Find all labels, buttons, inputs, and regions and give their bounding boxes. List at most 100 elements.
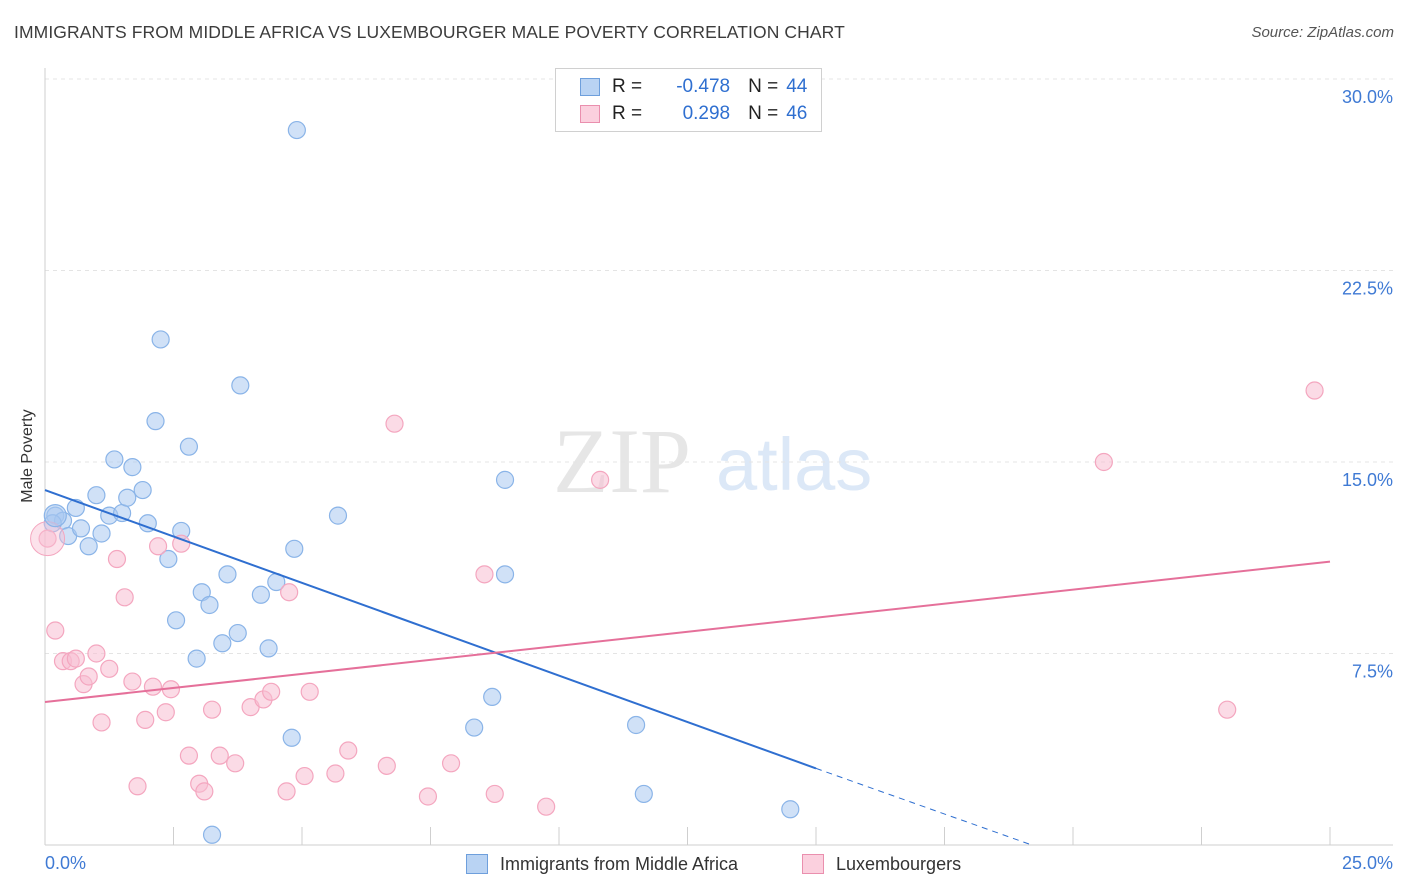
point-luxembourger — [195, 782, 214, 801]
point-luxembourger — [1305, 381, 1324, 400]
watermark-atlas: atlas — [716, 423, 872, 506]
legend-swatch-pink — [580, 105, 600, 123]
series-legend-middle-africa: Immigrants from Middle Africa — [466, 852, 738, 876]
point-luxembourger — [377, 756, 396, 775]
point-luxembourger — [38, 529, 57, 548]
point-middle-africa — [626, 715, 646, 735]
y-tick-label: 15.0% — [1342, 470, 1393, 490]
series-name: Immigrants from Middle Africa — [500, 853, 739, 874]
point-middle-africa — [123, 458, 142, 477]
point-luxembourger — [172, 534, 191, 553]
point-middle-africa — [92, 524, 111, 543]
point-luxembourger — [156, 703, 175, 722]
point-middle-africa — [495, 565, 515, 584]
grid-lines — [45, 78, 1393, 654]
point-middle-africa — [231, 376, 250, 395]
point-luxembourger — [87, 644, 106, 663]
legend-r-value: 0.298 — [682, 103, 731, 124]
point-luxembourger — [280, 583, 299, 602]
point-middle-africa — [287, 120, 306, 140]
point-luxembourger — [128, 777, 147, 796]
point-middle-africa — [285, 539, 304, 558]
series-name: Luxembourgers — [836, 853, 962, 874]
point-luxembourger — [30, 521, 66, 557]
point-middle-africa — [634, 784, 653, 804]
point-luxembourger — [591, 470, 610, 489]
chart-title: IMMIGRANTS FROM MIDDLE AFRICA VS LUXEMBO… — [14, 22, 845, 42]
point-middle-africa — [133, 480, 152, 500]
point-luxembourger — [123, 672, 142, 691]
watermark-zip: ZIP — [553, 410, 691, 512]
point-luxembourger — [92, 713, 111, 732]
stats-legend: R = -0.478 N = 44 R = 0.298 N = 46 — [555, 68, 822, 132]
point-middle-africa — [146, 412, 165, 431]
point-luxembourger — [418, 787, 438, 806]
point-middle-africa — [483, 687, 502, 707]
point-luxembourger — [115, 588, 134, 607]
point-middle-africa — [187, 649, 206, 668]
legend-n-value: 46 — [786, 103, 808, 124]
point-luxembourger — [485, 784, 504, 804]
point-middle-africa — [328, 506, 348, 525]
point-middle-africa — [43, 504, 67, 528]
point-middle-africa — [159, 549, 178, 569]
point-middle-africa — [495, 470, 515, 489]
legend-n-label: N = — [748, 103, 779, 124]
legend-r-label: R = — [612, 103, 643, 124]
legend-n-label: N = — [748, 76, 779, 97]
point-luxembourger — [262, 682, 281, 701]
y-tick-label: 30.0% — [1342, 87, 1393, 107]
point-luxembourger — [475, 565, 494, 584]
point-luxembourger — [385, 414, 404, 433]
point-luxembourger — [210, 746, 229, 765]
point-middle-africa — [259, 639, 278, 658]
point-middle-africa — [228, 623, 247, 643]
legend-row-luxembourgers: R = 0.298 N = 46 — [580, 103, 807, 125]
legend-r-label: R = — [612, 76, 643, 97]
point-luxembourger — [66, 649, 85, 668]
point-luxembourger — [202, 700, 222, 719]
series-swatch-pink — [802, 854, 824, 874]
point-middle-africa — [200, 595, 219, 615]
point-middle-africa — [87, 486, 106, 505]
point-luxembourger — [300, 682, 319, 701]
point-middle-africa — [781, 800, 800, 819]
point-luxembourger — [339, 741, 358, 760]
point-luxembourger — [46, 621, 65, 640]
point-luxembourger — [441, 754, 461, 773]
watermark: ZIP atlas — [553, 410, 872, 512]
source-credit: Source: ZipAtlas.com — [1251, 24, 1394, 41]
point-luxembourger — [1094, 452, 1113, 472]
trend-lines — [44, 489, 1331, 846]
y-tick-label: 22.5% — [1342, 279, 1393, 299]
legend-r-value: -0.478 — [676, 76, 731, 97]
x-tick-label: 0.0% — [45, 853, 86, 873]
point-luxembourger — [136, 710, 155, 729]
point-middle-africa — [105, 450, 124, 469]
point-luxembourger — [79, 667, 98, 686]
trend-extension-middle-africa — [815, 767, 1033, 846]
trend-line-luxembourgers — [44, 560, 1331, 704]
point-luxembourger — [537, 797, 556, 816]
point-luxembourger — [143, 677, 163, 696]
point-middle-africa — [118, 488, 137, 507]
point-middle-africa — [166, 611, 186, 630]
legend-swatch-blue — [580, 78, 600, 96]
point-luxembourger — [277, 782, 296, 801]
y-tick-labels: 7.5% 15.0% 22.5% 30.0% — [1342, 87, 1393, 682]
point-middle-africa — [79, 537, 98, 556]
axes — [44, 68, 1393, 846]
x-tick-label: 25.0% — [1342, 853, 1393, 873]
point-luxembourger — [1218, 700, 1237, 719]
point-middle-africa — [282, 728, 301, 747]
legend-n-value: 44 — [786, 76, 808, 97]
point-middle-africa — [179, 437, 199, 456]
point-middle-africa — [213, 634, 232, 653]
point-luxembourger — [295, 766, 314, 786]
point-middle-africa — [151, 330, 170, 349]
point-middle-africa — [465, 718, 484, 737]
point-middle-africa — [218, 565, 237, 584]
legend-row-middle-africa: R = -0.478 N = 44 — [580, 76, 807, 98]
point-middle-africa — [251, 585, 270, 604]
point-luxembourger — [226, 754, 245, 773]
